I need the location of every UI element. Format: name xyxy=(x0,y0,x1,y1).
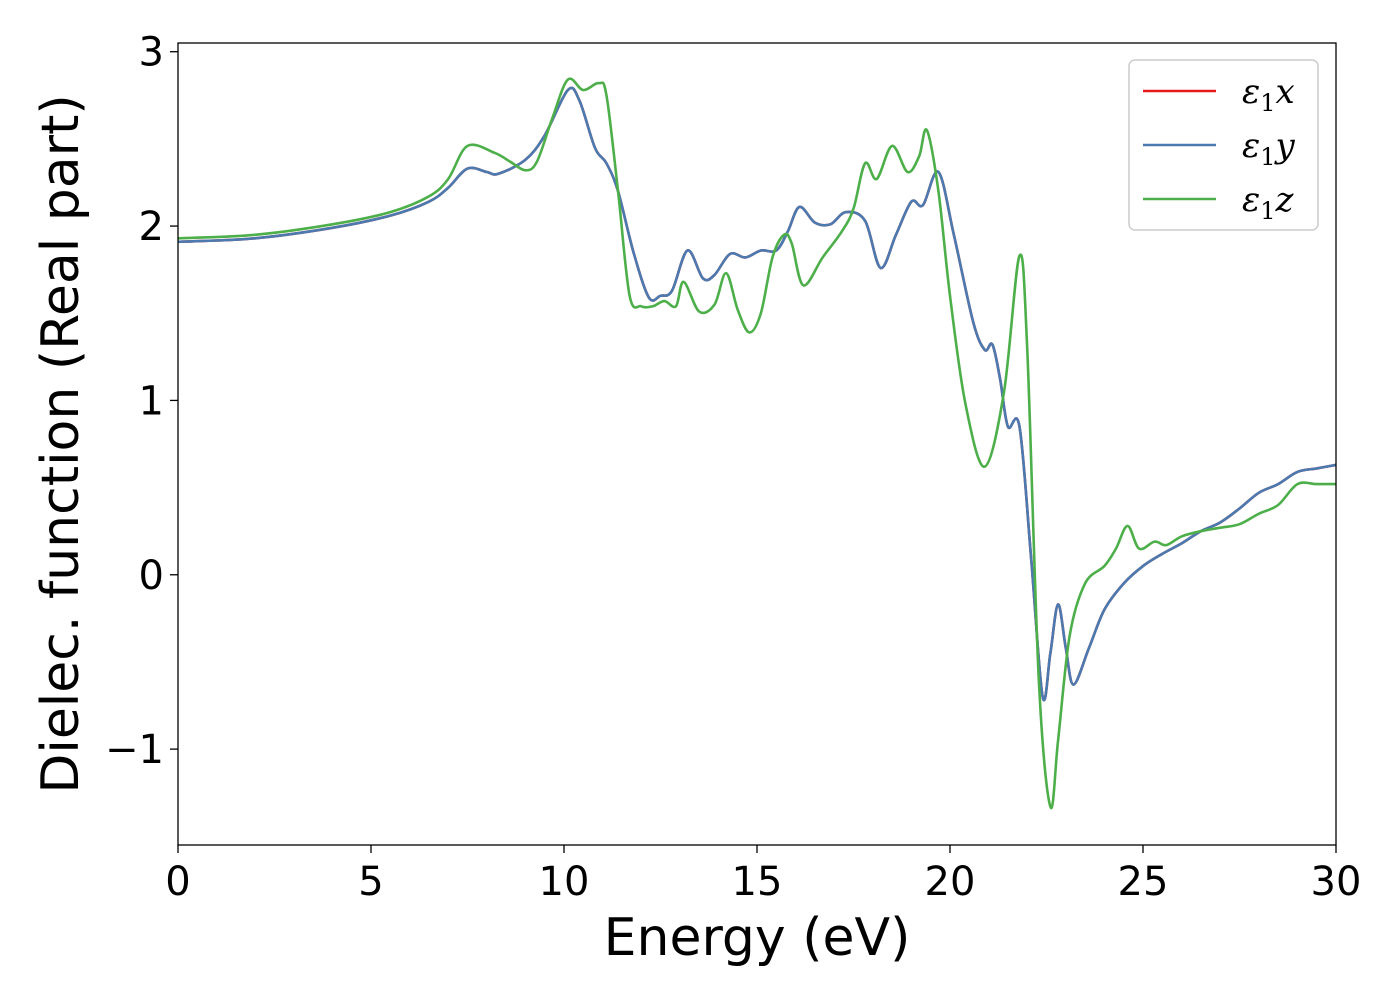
legend-label-variable: z xyxy=(1275,180,1295,220)
legend-box xyxy=(1128,59,1319,231)
series-line-2 xyxy=(178,86,1336,702)
legend-label-variable: y xyxy=(1274,126,1296,166)
y-axis-title: Dielec. function (Real part) xyxy=(31,94,91,793)
y-tick-label: 0 xyxy=(139,553,164,599)
series-layer xyxy=(178,77,1336,810)
legend-label-subscript: 1 xyxy=(1260,197,1275,225)
y-tick-label: 3 xyxy=(139,30,164,76)
y-tick-label: 2 xyxy=(139,204,164,250)
y-tick-label: −1 xyxy=(105,727,164,773)
x-tick-label: 0 xyxy=(165,859,190,905)
x-tick-label: 25 xyxy=(1118,859,1169,905)
y-axis: −1 0 1 2 3 xyxy=(105,30,178,773)
legend-label: ε1x xyxy=(1242,72,1295,117)
legend-label-main: ε xyxy=(1242,72,1260,112)
y-tick-label: 1 xyxy=(139,378,164,424)
x-axis: 0 5 10 15 20 25 30 xyxy=(165,845,1361,905)
legend-label-main: ε xyxy=(1242,126,1260,166)
legend-label: ε1z xyxy=(1242,180,1295,225)
x-tick-label: 15 xyxy=(732,859,783,905)
x-tick-label: 20 xyxy=(925,859,976,905)
legend-label-main: ε xyxy=(1242,180,1260,220)
legend-label: ε1y xyxy=(1242,126,1296,171)
legend-label-subscript: 1 xyxy=(1260,89,1275,117)
series-line-3 xyxy=(178,77,1336,810)
legend-label-subscript: 1 xyxy=(1260,143,1275,171)
x-tick-label: 30 xyxy=(1311,859,1362,905)
x-tick-label: 5 xyxy=(358,859,383,905)
x-tick-label: 10 xyxy=(539,859,590,905)
legend-label-variable: x xyxy=(1276,72,1295,112)
x-axis-title: Energy (eV) xyxy=(604,908,911,968)
